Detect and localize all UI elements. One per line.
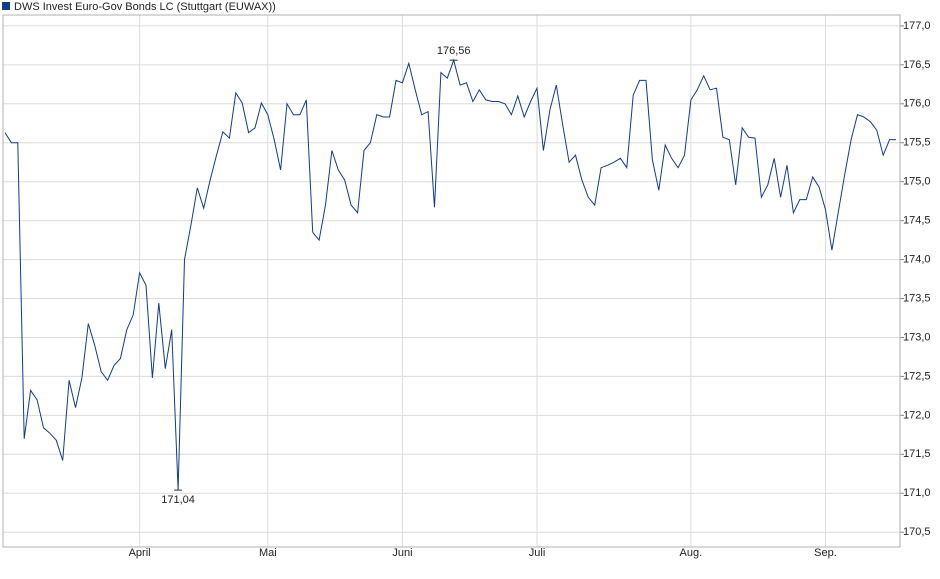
legend-swatch <box>2 2 10 10</box>
x-tick-label: Aug. <box>680 547 703 559</box>
legend-label: DWS Invest Euro-Gov Bonds LC (Stuttgart … <box>14 1 276 13</box>
x-tick-label: Juli <box>529 547 546 559</box>
y-tick-label: 171,0 <box>903 487 931 499</box>
y-tick-label: 170,5 <box>903 526 931 538</box>
annotation-label: 176,56 <box>437 45 471 57</box>
x-tick-label: Sep. <box>814 547 837 559</box>
y-tick-label: 171,5 <box>903 448 931 460</box>
y-tick-label: 174,0 <box>903 253 931 265</box>
y-tick-label: 174,5 <box>903 215 931 227</box>
y-tick-label: 175,0 <box>903 176 931 188</box>
x-tick-label: Mai <box>259 547 277 559</box>
y-tick-label: 176,0 <box>903 98 931 110</box>
line <box>4 58 896 491</box>
y-tick-label: 172,5 <box>903 370 931 382</box>
y-tick-label: 173,5 <box>903 292 931 304</box>
y-tick-label: 176,5 <box>903 59 931 71</box>
x-tick-label: Juni <box>392 547 412 559</box>
y-tick-label: 172,0 <box>903 409 931 421</box>
y-tick-label: 175,5 <box>903 137 931 149</box>
plot-frame <box>2 14 901 548</box>
annotation-label: 171,04 <box>161 494 195 506</box>
y-tick-label: 177,0 <box>903 20 931 32</box>
x-tick-label: April <box>129 547 151 559</box>
y-tick-label: 173,0 <box>903 331 931 343</box>
